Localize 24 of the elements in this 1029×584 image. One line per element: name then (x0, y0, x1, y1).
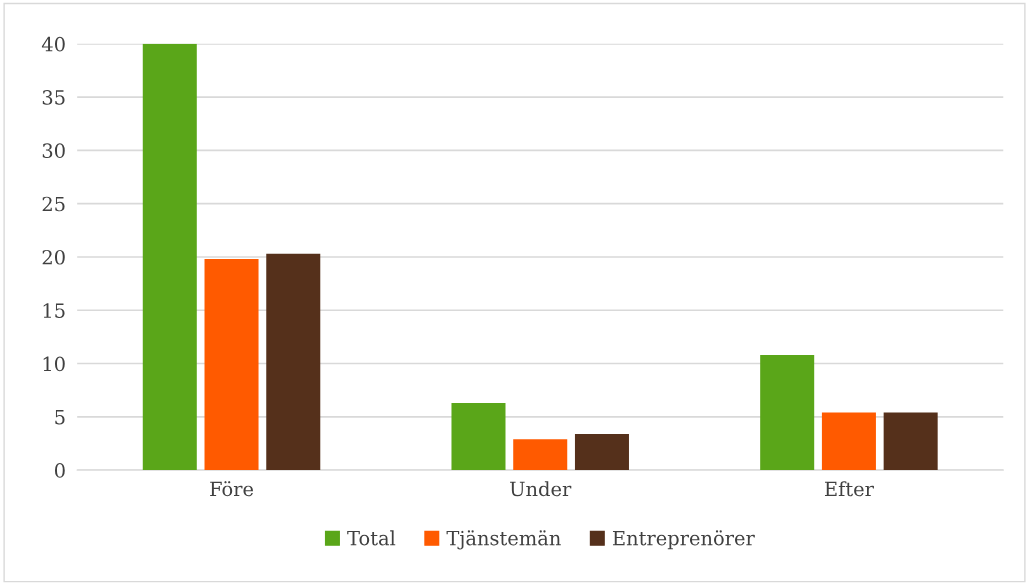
y-tick-label: 35 (42, 90, 65, 105)
bar (821, 412, 876, 471)
x-tick-label: Före (210, 481, 254, 497)
y-tick-label: 10 (43, 356, 65, 372)
y-tick-label: 25 (42, 196, 65, 212)
bar (142, 43, 197, 471)
y-tick-label: 30 (42, 143, 65, 159)
legend-label: Total (347, 530, 396, 546)
x-tick-label: Under (510, 481, 572, 497)
bar (451, 402, 506, 471)
bar (760, 355, 815, 471)
legend-label: Entreprenörer (612, 530, 755, 550)
bar (204, 259, 259, 471)
y-tick-label: 0 (54, 463, 65, 478)
y-tick-label: 20 (42, 249, 65, 265)
y-tick-label: 5 (55, 410, 65, 425)
bar (574, 433, 629, 471)
legend-label: Tjänstemän (446, 530, 561, 550)
bar (513, 439, 568, 471)
y-tick-label: 15 (43, 303, 65, 318)
bar (266, 253, 321, 471)
bar (883, 412, 938, 471)
x-tick-label: Efter (824, 481, 874, 497)
y-tick-label: 40 (41, 36, 65, 52)
